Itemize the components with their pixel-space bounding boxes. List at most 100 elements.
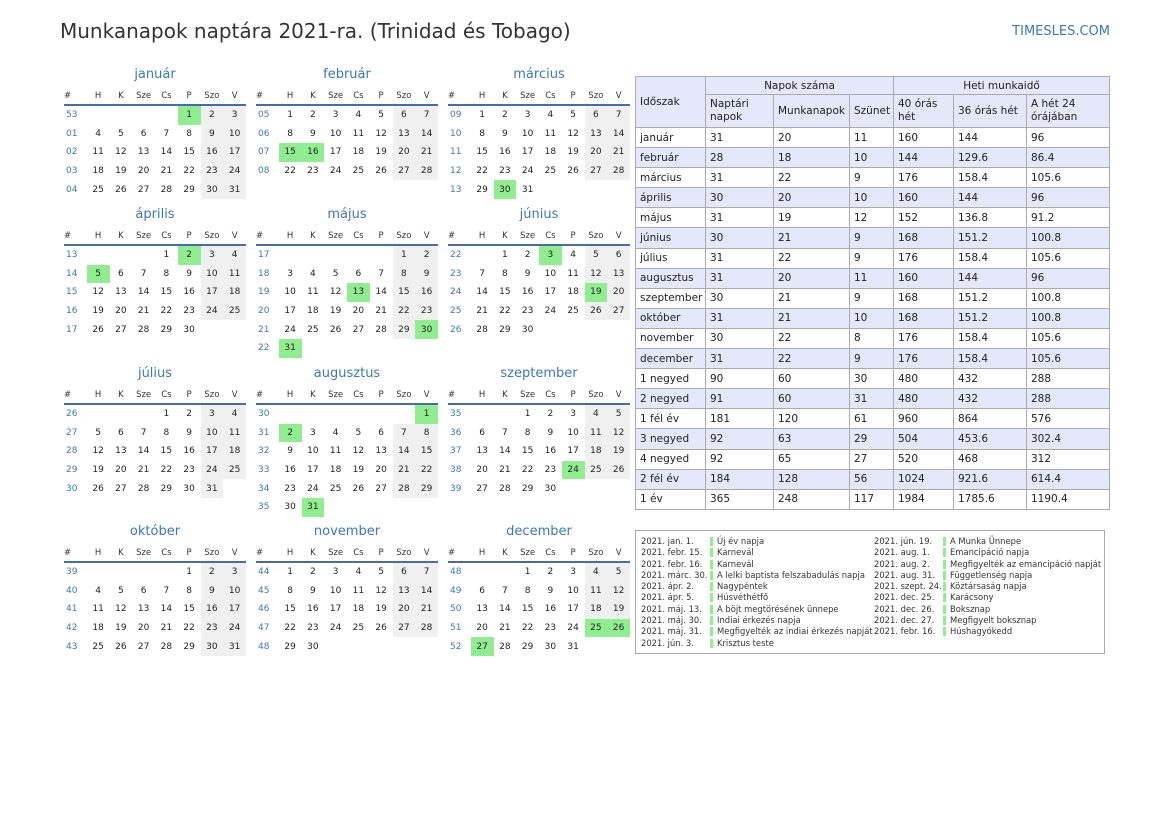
day-cell: 17 bbox=[307, 465, 319, 476]
week-row: 48 29 30 bbox=[256, 637, 438, 656]
week-row: 03 18 19 20 21 22 23 24 bbox=[64, 161, 246, 181]
day-cell: 21 bbox=[160, 623, 173, 634]
day-cell: 19 bbox=[115, 623, 127, 634]
stats-row: február 28 18 10 144 129.6 86.4 bbox=[635, 147, 1111, 169]
holiday-day-cell: 27 bbox=[470, 637, 494, 656]
holiday-name: Emancipáció napja bbox=[950, 547, 1030, 558]
stats-value-cell: 576 bbox=[1025, 408, 1111, 430]
weekend-day-cell: 31 bbox=[223, 637, 246, 656]
weekday-header: Sze bbox=[324, 227, 347, 246]
weekday-header: H bbox=[278, 87, 302, 106]
weekend-day-cell: 27 bbox=[584, 161, 608, 181]
weekday-header: Szo bbox=[584, 386, 608, 405]
day-cell: 20 bbox=[352, 306, 365, 317]
week-row: 39 1 2 3 bbox=[64, 562, 246, 582]
stats-period-cell: december bbox=[635, 348, 706, 370]
week-number: 20 bbox=[258, 306, 270, 317]
day-cell: 23 bbox=[307, 166, 319, 177]
header-period: Időszak bbox=[635, 76, 706, 128]
day-cell: 4 bbox=[332, 427, 339, 438]
weekend-day-cell: 19 bbox=[607, 600, 630, 619]
header-40h: 40 órás hét bbox=[893, 94, 954, 128]
empty-day-cell bbox=[471, 562, 494, 582]
weekend-day-cell: 13 bbox=[584, 124, 608, 144]
day-cell: 3 bbox=[570, 409, 576, 420]
day-cell: 2 bbox=[524, 250, 531, 261]
month-calendar: december # H K Sze Cs P Szo V 48 1 2 3 4 5 49 6 7 8 9 10 11 12… bbox=[448, 523, 630, 656]
weekend-day-cell: 7 bbox=[415, 562, 438, 582]
stats-row: november 30 22 8 176 158.4 105.6 bbox=[635, 327, 1111, 350]
day-cell: 2 bbox=[547, 409, 554, 420]
holiday-date: 2021. máj. 30. bbox=[641, 615, 702, 626]
day-cell: 16 bbox=[544, 604, 557, 615]
weekend-day-cell: 20 bbox=[607, 283, 630, 302]
empty-day-cell bbox=[370, 404, 393, 424]
stats-value-cell: 176 bbox=[893, 247, 954, 269]
weekend-day-cell: 17 bbox=[200, 442, 224, 461]
weekday-header: H bbox=[470, 544, 494, 563]
empty-day-cell bbox=[132, 404, 155, 424]
weekend-day-cell: 29 bbox=[392, 320, 416, 339]
weekend-day-cell: 26 bbox=[584, 301, 608, 321]
day-cell: 15 bbox=[183, 147, 195, 158]
week-row: 50 13 14 15 16 17 18 19 bbox=[448, 600, 630, 619]
stats-value-cell: 92 bbox=[705, 448, 774, 470]
holiday-date: 2021. dec. 25. bbox=[874, 592, 935, 603]
holiday-marker bbox=[710, 593, 713, 603]
day-cell: 9 bbox=[186, 427, 192, 438]
holiday-day-cell: 1 bbox=[177, 105, 201, 125]
stats-period-cell: szeptember bbox=[635, 287, 706, 309]
weekend-day-cell: 24 bbox=[223, 618, 246, 638]
site-link[interactable]: TIMESLES.COM bbox=[1012, 24, 1110, 39]
week-number: 11 bbox=[450, 147, 462, 158]
weekend-day-cell: 24 bbox=[200, 460, 224, 480]
month-name: szeptember bbox=[500, 366, 578, 381]
week-row: 41 11 12 13 14 15 16 17 bbox=[64, 600, 246, 619]
empty-day-cell bbox=[223, 320, 246, 339]
weekday-header: K bbox=[109, 227, 133, 246]
stats-value-cell: 160 bbox=[893, 267, 954, 289]
day-cell: 3 bbox=[570, 567, 576, 578]
holiday-day-cell: 30 bbox=[493, 180, 517, 199]
stats-value-cell: 30 bbox=[705, 327, 774, 350]
day-cell: 23 bbox=[544, 465, 557, 476]
week-row: 48 1 2 3 4 5 bbox=[448, 562, 630, 582]
weekend-day-cell: 18 bbox=[223, 283, 246, 302]
holiday-day-cell: 30 bbox=[415, 320, 438, 339]
stats-value-cell: 1024 bbox=[893, 468, 954, 490]
week-row: 25 21 22 23 24 25 26 27 bbox=[448, 301, 630, 321]
day-cell: 18 bbox=[92, 623, 104, 634]
day-cell: 8 bbox=[502, 268, 508, 279]
weekend-day-cell: 16 bbox=[200, 600, 224, 619]
day-cell: 23 bbox=[284, 483, 296, 494]
stats-value-cell: 22 bbox=[773, 247, 850, 269]
weekday-header: V bbox=[607, 386, 630, 405]
weekday-header: Szo bbox=[200, 87, 224, 106]
day-cell: 13 bbox=[115, 287, 127, 298]
holiday-date: 2021. aug. 31. bbox=[874, 569, 936, 580]
stats-value-cell: 288 bbox=[1025, 368, 1111, 390]
stats-value-cell: 168 bbox=[893, 307, 954, 329]
stats-value-cell: 432 bbox=[953, 368, 1027, 390]
header-36h: 36 órás hét bbox=[953, 94, 1027, 128]
stats-value-cell: 92 bbox=[705, 428, 774, 450]
week-row: 30 26 27 28 29 30 31 bbox=[64, 479, 246, 498]
weekend-day-cell: 22 bbox=[392, 301, 416, 321]
month-calendar: október # H K Sze Cs P Szo V 39 1 2 3 40 4 5 6 7 8 9 10 41 11 1… bbox=[64, 523, 246, 656]
day-cell: 21 bbox=[137, 465, 150, 476]
week-row: 29 19 20 21 22 23 24 25 bbox=[64, 460, 246, 480]
stats-value-cell: 144 bbox=[953, 187, 1027, 209]
weekday-header: Cs bbox=[155, 544, 178, 563]
day-cell: 9 bbox=[310, 585, 316, 596]
week-row: 08 22 23 24 25 26 27 28 bbox=[256, 161, 438, 181]
day-cell: 14 bbox=[137, 287, 150, 298]
day-cell: 28 bbox=[160, 184, 173, 195]
weekend-day-cell: 17 bbox=[223, 600, 246, 619]
day-cell: 12 bbox=[375, 585, 387, 596]
day-cell: 15 bbox=[499, 287, 511, 298]
day-cell: 8 bbox=[479, 128, 485, 139]
day-cell: 11 bbox=[352, 128, 365, 139]
month-table: # H K Sze Cs P Szo V 44 1 2 3 4 5 6 7 45 8 9 10 11 12 13 14 46 15… bbox=[256, 544, 438, 656]
month-calendar: március # H K Sze Cs P Szo V 09 1 2 3 4 5 6 7 10 8 9 10 11 12 1… bbox=[448, 66, 630, 199]
day-cell: 30 bbox=[544, 641, 557, 652]
